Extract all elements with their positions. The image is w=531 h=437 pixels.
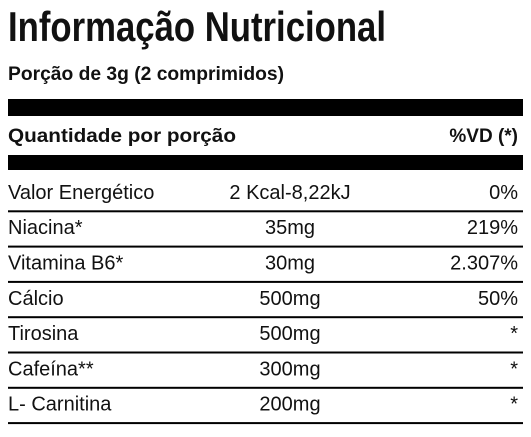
amount: 35mg xyxy=(265,217,315,239)
amount: 500mg xyxy=(259,288,320,310)
daily-value: 2.307% xyxy=(450,253,518,275)
title: Informação Nutricional xyxy=(8,3,386,50)
amount: 2 Kcal-8,22kJ xyxy=(229,182,350,204)
nutrient-name: Vitamina B6* xyxy=(8,253,123,275)
nutrient-name: Tirosina xyxy=(8,323,79,345)
daily-value: 219% xyxy=(467,217,518,239)
thick-rule xyxy=(8,99,523,116)
column-header: %VD (*) xyxy=(449,126,518,147)
column-header: Quantidade por porção xyxy=(8,126,236,147)
nutrient-name: L- Carnitina xyxy=(8,394,112,416)
amount: 200mg xyxy=(259,394,320,416)
nutrient-name: Valor Energético xyxy=(8,182,154,204)
row-rule xyxy=(8,245,523,248)
thick-rule xyxy=(8,155,523,170)
nutrient-name: Cafeína** xyxy=(8,358,94,380)
row-rule xyxy=(8,351,523,354)
daily-value: 0% xyxy=(489,182,518,204)
daily-value: 50% xyxy=(478,288,518,310)
row-rule xyxy=(8,210,523,213)
amount: 500mg xyxy=(259,323,320,345)
daily-value: * xyxy=(510,358,518,380)
daily-value: * xyxy=(510,394,518,416)
row-rule xyxy=(8,422,523,425)
daily-value: * xyxy=(510,323,518,345)
amount: 30mg xyxy=(265,253,315,275)
row-rule xyxy=(8,386,523,389)
amount: 300mg xyxy=(259,358,320,380)
nutrient-name: Niacina* xyxy=(8,217,83,239)
nutrient-name: Cálcio xyxy=(8,288,64,310)
row-rule xyxy=(8,280,523,283)
row-rule xyxy=(8,316,523,319)
subtitle: Porção de 3g (2 comprimidos) xyxy=(8,64,284,85)
